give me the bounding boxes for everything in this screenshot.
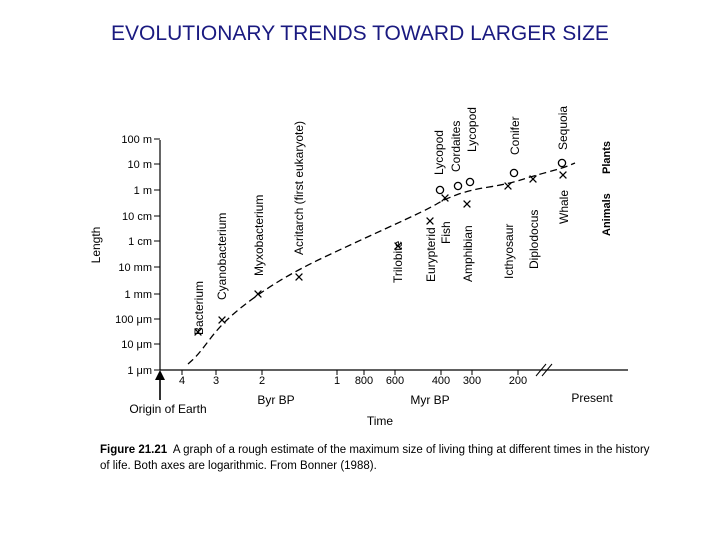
origin-label: Origin of Earth	[129, 402, 206, 416]
y-tick-label: 1 cm	[128, 236, 152, 248]
animal-point-label: Icthyosaur	[502, 224, 516, 279]
animal-point-label: Whale	[557, 190, 571, 224]
figure-caption: Figure 21.21 A graph of a rough estimate…	[100, 442, 660, 474]
animal-point-marker	[441, 194, 449, 202]
plant-point-marker	[557, 158, 567, 168]
animal-point-label: Bacterium	[192, 281, 206, 335]
y-tick-label: 10 μm	[121, 339, 152, 351]
x-tick-label: 600	[386, 375, 404, 387]
x-tick-label: 200	[509, 375, 527, 387]
x-axis-title: Time	[367, 414, 394, 428]
animal-point-label: Acritarch (first eukaryote)	[292, 121, 306, 255]
animal-point-label: Eurypterid	[424, 227, 438, 282]
plant-point-label: Sequoia	[556, 106, 570, 150]
plant-point-marker	[435, 185, 445, 195]
animal-point-label: Trilobite	[391, 240, 405, 283]
animal-point-label: Cyanobacterium	[215, 213, 229, 300]
animal-point-marker	[394, 242, 402, 250]
x-tick-label: 3	[213, 375, 219, 387]
y-tick-label: 1 mm	[125, 289, 153, 301]
animal-point-label: Amphibian	[461, 225, 475, 282]
origin-arrow-head	[155, 370, 165, 380]
plant-point-marker	[465, 177, 475, 187]
animal-point-label: Myxobacterium	[252, 195, 266, 276]
y-tick-label: 10 cm	[122, 211, 152, 223]
plant-point-label: Cordaites	[449, 121, 463, 172]
x-tick-label: 300	[463, 375, 481, 387]
animal-point-label: Diplodocus	[527, 210, 541, 269]
y-axis-title: Length	[89, 227, 103, 264]
animal-point-marker	[426, 217, 434, 225]
y-tick-label: 100 m	[121, 134, 152, 146]
plant-point-marker	[509, 168, 519, 178]
animal-point-marker	[559, 171, 567, 179]
animal-point-marker	[194, 328, 202, 336]
x-group-byr: Byr BP	[257, 393, 294, 407]
x-group-present: Present	[571, 391, 613, 405]
legend-plants: Plants	[601, 141, 613, 174]
x-tick-label: 4	[179, 375, 185, 387]
y-tick-label: 10 mm	[118, 262, 152, 274]
x-tick-label: 2	[259, 375, 265, 387]
x-tick-label: 400	[432, 375, 450, 387]
axis-break-mark	[535, 363, 547, 377]
x-tick-label: 800	[355, 375, 373, 387]
animal-point-marker	[504, 182, 512, 190]
animal-point-marker	[218, 316, 226, 324]
figure-caption-text: A graph of a rough estimate of the maxim…	[100, 444, 650, 472]
trend-curve	[187, 162, 576, 365]
axis-break-mark	[541, 363, 553, 377]
animal-point-label: Fish	[439, 221, 453, 244]
x-group-myr: Myr BP	[410, 393, 449, 407]
slide-title: EVOLUTIONARY TRENDS TOWARD LARGER SIZE	[111, 22, 609, 45]
y-tick-label: 10 m	[128, 159, 152, 171]
plant-point-label: Conifer	[508, 116, 522, 155]
x-tick-label: 1	[334, 375, 340, 387]
y-tick-label: 1 μm	[127, 365, 152, 377]
y-tick-label: 1 m	[134, 185, 152, 197]
animal-point-marker	[254, 290, 262, 298]
legend-animals: Animals	[601, 193, 613, 236]
plant-point-marker	[453, 181, 463, 191]
plant-point-label: Lycopod	[465, 107, 479, 152]
animal-point-marker	[463, 200, 471, 208]
animal-point-marker	[529, 175, 537, 183]
plant-point-label: Lycopod	[432, 130, 446, 175]
y-tick-label: 100 μm	[115, 314, 152, 326]
figure-label: Figure 21.21	[100, 444, 168, 456]
animal-point-marker	[295, 273, 303, 281]
